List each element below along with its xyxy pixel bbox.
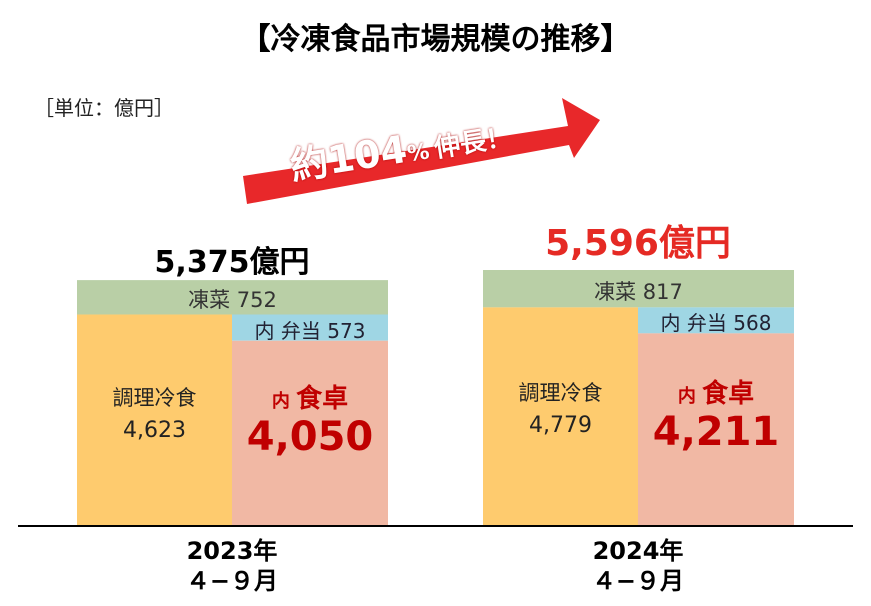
bar-cooked-2024: [483, 307, 638, 526]
year-label-2024-line1: 2024年: [592, 537, 684, 565]
label-table-prefix-2024: 内: [677, 386, 703, 408]
growth-pct: %: [405, 139, 432, 168]
growth-arrow-icon: [243, 98, 600, 204]
chart-title: 【冷凍食品市場規模の推移】: [240, 22, 631, 57]
bar-table-2024: [638, 333, 794, 526]
year-label-2024-line2: ４−９月: [591, 567, 685, 595]
year-label-2024: 2024年 ４−９月: [478, 536, 798, 596]
label-cooked-name-2023: 調理冷食: [112, 386, 197, 411]
year-label-2023: 2023年 ４−９月: [72, 536, 392, 596]
label-frozen-side-2024: 凍菜 817: [594, 279, 683, 304]
year-label-2023-line2: ４−９月: [185, 567, 279, 595]
growth-suffix: 伸長！: [432, 122, 514, 165]
label-bento-2024: 内 弁当 568: [660, 311, 772, 336]
label-table-prefix-2023: 内: [271, 391, 297, 413]
bar-bento-2024: [638, 307, 794, 334]
unit-label: ［単位：億円］: [34, 96, 174, 120]
year-label-2023-line1: 2023年: [186, 537, 278, 565]
bar-table-2023: [232, 340, 388, 526]
label-table-name-2024: 内 食卓: [638, 373, 794, 410]
total-label-2024: 5,596億円: [545, 223, 731, 264]
label-table-value-2023: 4,050: [246, 414, 374, 461]
label-cooked-value-2023: 4,623: [123, 418, 186, 444]
bar-frozen-side-2023: [77, 280, 388, 315]
bar-frozen-side-2024: [483, 270, 794, 308]
label-bento-2023: 内 弁当 573: [254, 318, 366, 343]
growth-value: 104: [324, 126, 410, 183]
label-cooked-value-2024: 4,779: [529, 413, 592, 439]
total-label-2023: 5,375億円: [154, 245, 310, 280]
label-cooked-name-2024: 調理冷食: [518, 381, 603, 406]
label-table-value-2024: 4,211: [652, 409, 780, 456]
label-table-word-2023: 食卓: [296, 384, 349, 415]
label-table-word-2024: 食卓: [702, 379, 755, 410]
label-frozen-side-2023: 凍菜 752: [188, 288, 277, 313]
label-table-name-2023: 内 食卓: [232, 378, 388, 415]
bar-cooked-2023: [77, 314, 232, 526]
bar-bento-2023: [232, 314, 388, 341]
